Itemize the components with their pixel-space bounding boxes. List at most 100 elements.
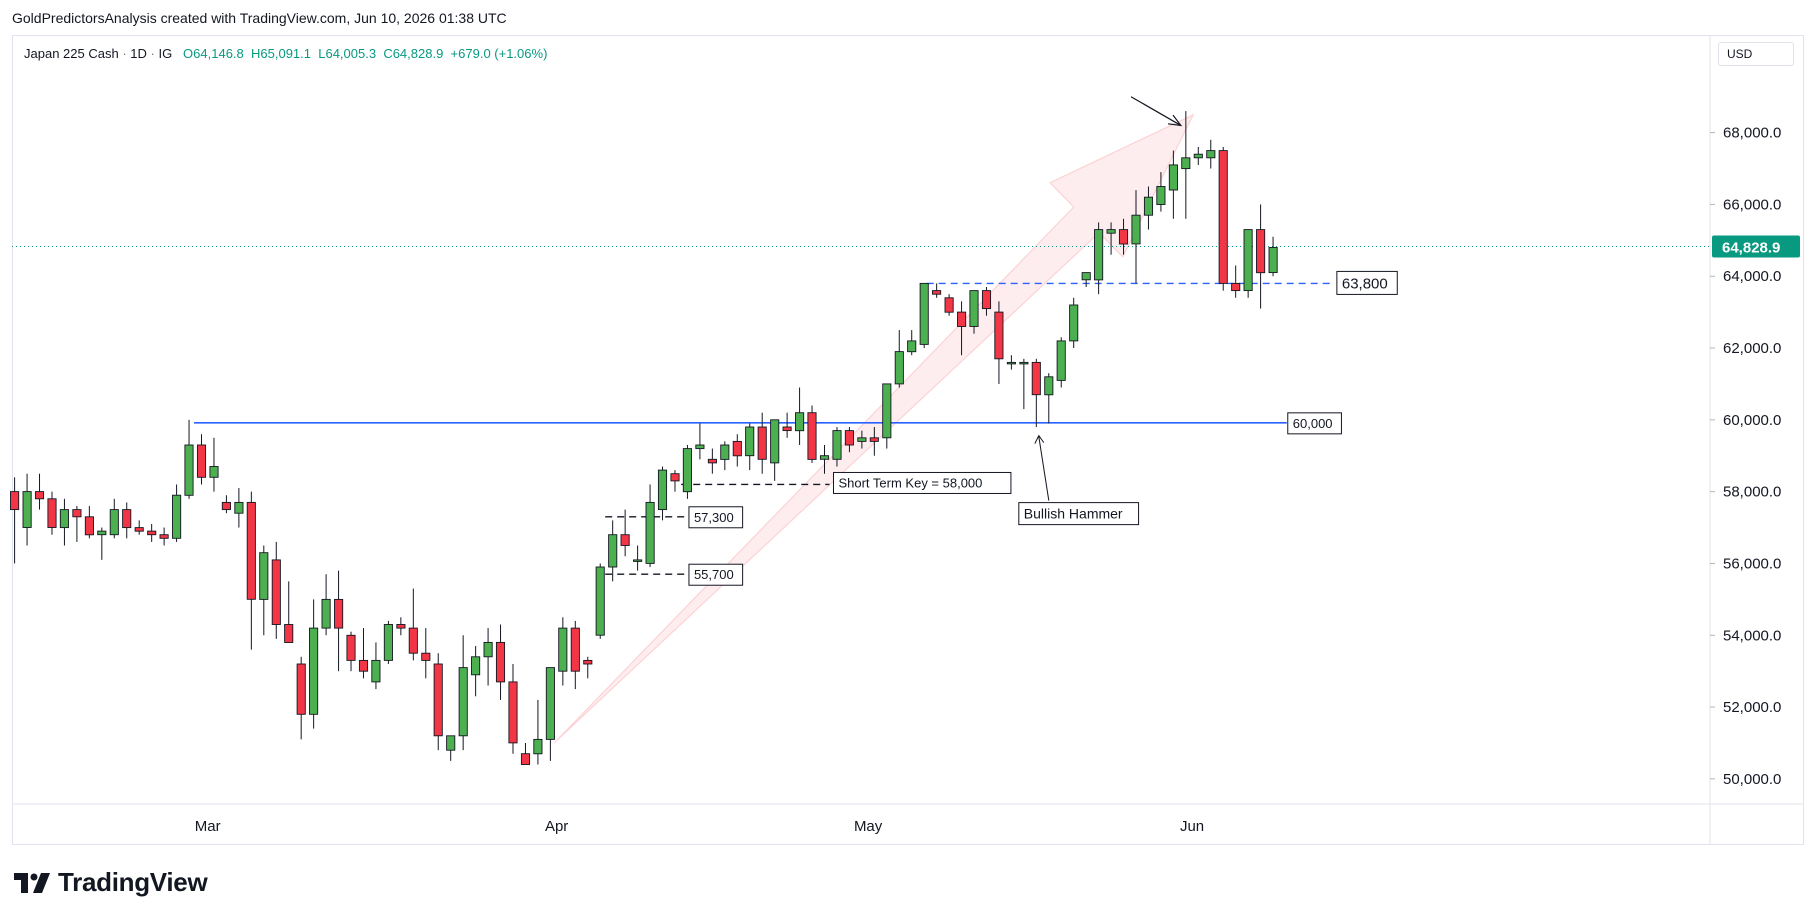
trend-arrow-shape — [553, 113, 1195, 744]
candle-body — [857, 437, 867, 442]
tradingview-logo-text: TradingView — [58, 867, 208, 897]
candle-body — [1106, 229, 1116, 234]
candle — [446, 735, 456, 761]
candle — [122, 502, 132, 539]
candle — [172, 484, 182, 542]
label-60000-box — [1287, 412, 1342, 435]
candle — [707, 448, 717, 474]
currency-selector[interactable]: USD — [1718, 42, 1794, 66]
candle-body — [1019, 361, 1029, 365]
candle — [957, 301, 967, 356]
time-axis[interactable]: Mar Apr May Jun — [195, 818, 1204, 835]
price-tick-label: 64,000.0 — [1723, 268, 1781, 285]
candle-body — [1231, 282, 1241, 292]
candle — [745, 423, 755, 471]
label-bullish-hammer-text: Bullish Hammer — [1024, 506, 1123, 522]
price-tick-label: 56,000.0 — [1723, 555, 1781, 572]
legend-separator: · — [122, 46, 131, 61]
candle-body — [807, 412, 817, 460]
label-short-term-key-box — [832, 471, 1012, 494]
legend-high: H65,091.1 — [251, 46, 311, 61]
price-axis[interactable]: 50,000.0 52,000.0 54,000.0 56,000.0 58,000.0… — [1710, 125, 1800, 788]
candle — [732, 434, 742, 467]
candle — [1081, 272, 1091, 288]
candle-body — [234, 501, 244, 514]
time-tick-label: Jun — [1180, 818, 1204, 835]
candle — [271, 541, 281, 639]
tradingview-logo[interactable]: TradingView — [14, 867, 208, 898]
candle-body — [495, 641, 506, 683]
candle — [234, 488, 244, 528]
candle-body — [47, 498, 57, 528]
candle-body — [1094, 229, 1104, 281]
candle — [981, 287, 992, 316]
candle-body — [22, 491, 32, 528]
candle — [47, 491, 57, 535]
candle-body — [1168, 164, 1178, 191]
candle-body — [358, 659, 369, 672]
candle-body — [346, 634, 356, 661]
candle-body — [932, 290, 942, 295]
candle — [819, 444, 830, 474]
time-tick-label: Apr — [545, 818, 568, 835]
candle — [495, 624, 506, 700]
candle-body — [919, 282, 929, 345]
candle-body — [1156, 186, 1166, 205]
candle-body — [59, 509, 69, 529]
candle — [857, 430, 867, 449]
candle — [408, 588, 418, 661]
candle — [396, 617, 406, 636]
candle-body — [1131, 214, 1141, 245]
candle — [545, 667, 555, 761]
candle — [458, 635, 468, 751]
label-60000: 60,000 — [1287, 412, 1342, 435]
chart-frame[interactable] — [12, 35, 1804, 845]
candle — [346, 631, 356, 672]
candle-body — [147, 530, 157, 536]
candle-body — [1218, 150, 1228, 284]
candle-body — [957, 311, 967, 327]
price-tick-label: 50,000.0 — [1723, 771, 1781, 788]
trend-arrow-layer — [553, 113, 1195, 744]
candle — [1131, 190, 1141, 284]
candle — [832, 427, 842, 467]
candle — [994, 301, 1004, 384]
candle-body — [1069, 304, 1079, 342]
candle — [433, 653, 443, 751]
legend-close: C64,828.9 — [383, 46, 444, 61]
candle-body — [645, 501, 655, 564]
candle-body — [458, 667, 468, 737]
candle-body — [1081, 272, 1091, 281]
candle — [1006, 355, 1016, 370]
candle — [284, 581, 294, 643]
candle-body — [1044, 376, 1054, 396]
candle — [882, 383, 892, 449]
candle — [34, 473, 45, 510]
candle — [471, 646, 481, 697]
candle-body — [84, 516, 94, 536]
candle — [1168, 150, 1178, 219]
labels-layer: 60,000 63,800 Short Term Key = 58,000 57,30… — [688, 96, 1398, 586]
price-tick-label: 52,000.0 — [1723, 699, 1781, 716]
candles-layer — [10, 111, 1278, 765]
candle-body — [321, 598, 331, 629]
price-tick-label: 62,000.0 — [1723, 340, 1781, 357]
candle-body — [296, 663, 306, 715]
candle-body — [969, 290, 979, 327]
legend-separator: · — [150, 46, 159, 61]
legend-interval: 1D — [130, 46, 147, 61]
candle-body — [745, 426, 755, 457]
label-63800-text: 63,800 — [1342, 275, 1388, 292]
candle — [159, 527, 169, 546]
candle-body — [508, 681, 518, 744]
candle-body — [595, 566, 605, 636]
candle — [321, 574, 331, 636]
label-short-term-key-text: Short Term Key = 58,000 — [838, 475, 982, 490]
price-tick-label: 58,000.0 — [1723, 484, 1781, 501]
candle-body — [284, 624, 294, 643]
last-price-tag: 64,828.9 — [1712, 235, 1800, 258]
candle — [196, 434, 207, 485]
candle — [22, 473, 32, 546]
candle-body — [34, 491, 45, 500]
